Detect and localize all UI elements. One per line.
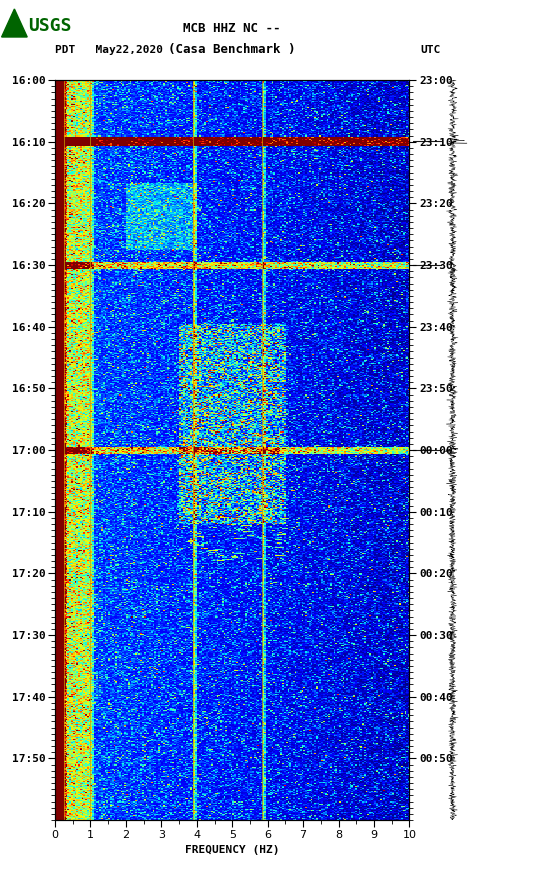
- Text: PDT   May22,2020: PDT May22,2020: [55, 45, 163, 55]
- Text: (Casa Benchmark ): (Casa Benchmark ): [168, 44, 296, 56]
- Polygon shape: [2, 9, 27, 37]
- Text: MCB HHZ NC --: MCB HHZ NC --: [183, 21, 281, 35]
- Text: USGS: USGS: [28, 17, 72, 35]
- X-axis label: FREQUENCY (HZ): FREQUENCY (HZ): [185, 846, 279, 855]
- Text: UTC: UTC: [421, 45, 440, 55]
